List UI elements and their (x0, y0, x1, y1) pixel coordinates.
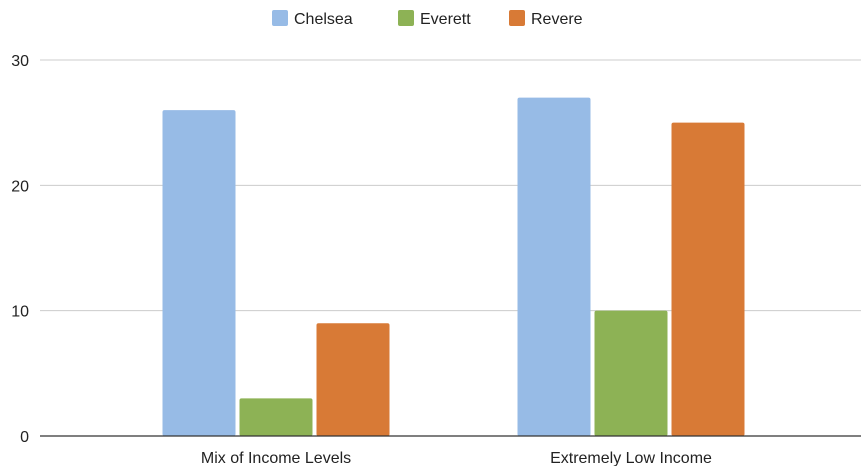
bar-everett-1 (594, 310, 668, 436)
bar-chelsea-1 (517, 97, 591, 436)
legend-swatch (509, 10, 525, 26)
bar-everett-0 (239, 398, 313, 436)
bar-revere-1 (671, 122, 745, 437)
y-axis-ticks: 0 10 20 30 (11, 53, 29, 446)
bar-revere-0 (316, 323, 390, 436)
legend-swatch (272, 10, 288, 26)
legend-label: Revere (531, 11, 583, 28)
y-tick-label: 20 (11, 178, 29, 195)
legend-label: Everett (420, 11, 471, 28)
y-tick-label: 10 (11, 304, 29, 321)
x-axis-ticks: Mix of Income Levels Extremely Low Income (201, 450, 712, 467)
y-tick-label: 0 (20, 429, 29, 446)
legend-item-chelsea[interactable]: Chelsea (272, 10, 353, 28)
bar-chelsea-0 (162, 110, 236, 436)
bars (162, 97, 745, 437)
y-tick-label: 30 (11, 53, 29, 70)
legend-item-everett[interactable]: Everett (398, 10, 471, 28)
legend-label: Chelsea (294, 11, 353, 28)
x-tick-label: Extremely Low Income (550, 450, 712, 466)
legend-swatch (398, 10, 414, 26)
legend: Chelsea Everett Revere (272, 10, 583, 28)
x-tick-label: Mix of Income Levels (201, 450, 351, 466)
legend-item-revere[interactable]: Revere (509, 10, 583, 28)
